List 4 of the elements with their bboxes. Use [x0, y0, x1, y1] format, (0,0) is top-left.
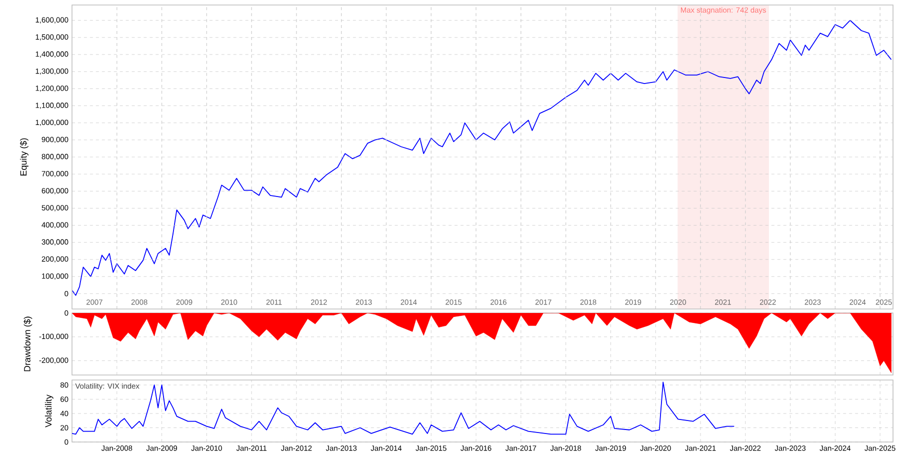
y-axis-title: Drawdown ($) — [24, 316, 32, 372]
y-axis-title: Volatility — [44, 394, 54, 428]
y-axis-title: Equity ($) — [20, 138, 28, 176]
line-series — [72, 382, 735, 435]
